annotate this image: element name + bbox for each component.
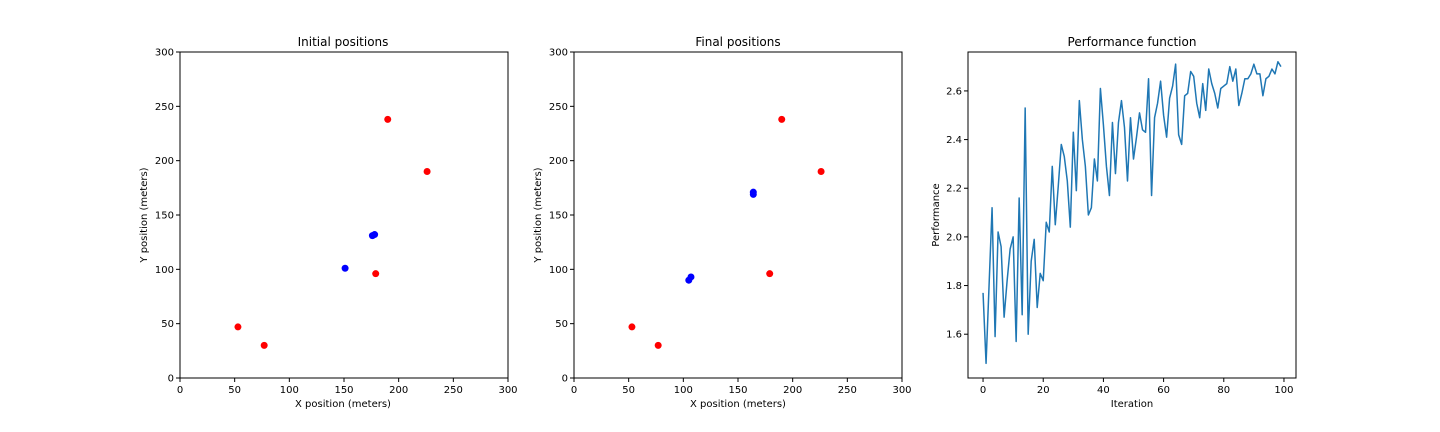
y-tick-label: 1.6 [946,330,962,341]
y-tick-label: 50 [555,319,568,330]
y-tick-label: 150 [155,211,174,222]
x-tick-label: 250 [444,385,463,396]
y-tick-label: 150 [549,211,568,222]
y-tick-label: 2.4 [946,135,962,146]
x-tick-label: 200 [783,385,802,396]
axis-ticks: 0 50 100 150 200 250 300 0 50 100 150 200 250 300 [549,48,912,397]
x-tick-label: 40 [1097,385,1110,396]
scatter-point [687,273,695,281]
x-tick-label: 150 [728,385,747,396]
y-tick-label: 1.8 [946,281,962,292]
x-tick-label: 300 [498,385,517,396]
scatter-point [384,115,392,123]
y-tick-label: 2.2 [946,184,962,195]
scatter-point [372,270,380,278]
x-tick-label: 100 [280,385,299,396]
x-tick-label: 100 [1274,385,1293,396]
y-tick-label: 300 [155,48,174,59]
y-tick-label: 0 [562,374,568,385]
scatter-point [749,188,757,196]
y-tick-label: 300 [549,48,568,59]
y-axis-label: Y position (meters) [533,167,544,263]
plot-performance-function: Performance function Iteration Performan… [931,35,1297,410]
data-series [982,60,1282,365]
y-tick-label: 250 [549,102,568,113]
scatter-point [423,168,431,176]
x-axis-label: X position (meters) [690,399,786,410]
y-tick-label: 200 [155,156,174,167]
plot-initial-positions: Initial positions X position (meters) Y … [139,35,518,410]
x-tick-label: 50 [228,385,241,396]
chart-title: Final positions [695,35,780,49]
axis-ticks: 0 20 40 60 80 100 1.6 1.8 2.0 2.2 2.4 2.6 [946,86,1293,396]
y-tick-label: 0 [168,374,174,385]
data-points [628,115,825,349]
scatter-point [341,264,349,272]
x-tick-label: 20 [1037,385,1050,396]
scatter-point [778,115,786,123]
x-tick-label: 300 [892,385,911,396]
x-tick-label: 200 [389,385,408,396]
y-tick-label: 2.0 [946,232,962,243]
chart-title: Initial positions [298,35,389,49]
y-tick-label: 100 [155,265,174,276]
x-tick-label: 150 [334,385,353,396]
y-axis-label: Performance [931,183,942,246]
axes-frame [179,51,509,379]
x-tick-label: 80 [1217,385,1230,396]
y-tick-label: 100 [549,265,568,276]
y-tick-label: 250 [155,102,174,113]
y-tick-label: 2.6 [946,86,962,97]
plot-final-positions: Final positions X position (meters) Y po… [533,35,912,410]
data-points [234,115,431,349]
y-tick-label: 50 [161,319,174,330]
x-tick-label: 60 [1157,385,1170,396]
x-tick-label: 0 [177,385,183,396]
scatter-point [817,168,825,176]
axes-frame [573,51,903,379]
series-line [982,60,1282,365]
scatter-point [766,270,774,278]
y-axis-label: Y position (meters) [139,167,150,263]
x-tick-label: 250 [838,385,857,396]
scatter-point [371,231,379,239]
x-tick-label: 0 [571,385,577,396]
scatter-point [628,323,636,331]
x-tick-label: 100 [674,385,693,396]
x-tick-label: 0 [980,385,986,396]
chart-title: Performance function [1068,35,1197,49]
scatter-point [260,341,268,349]
x-axis-label: X position (meters) [295,399,391,410]
axes-frame [967,51,1297,379]
scatter-point [654,341,662,349]
y-tick-label: 200 [549,156,568,167]
axis-ticks: 0 50 100 150 200 250 300 0 50 100 150 200 250 300 [155,48,518,397]
x-axis-label: Iteration [1111,399,1153,410]
scatter-point [234,323,242,331]
x-tick-label: 50 [622,385,635,396]
